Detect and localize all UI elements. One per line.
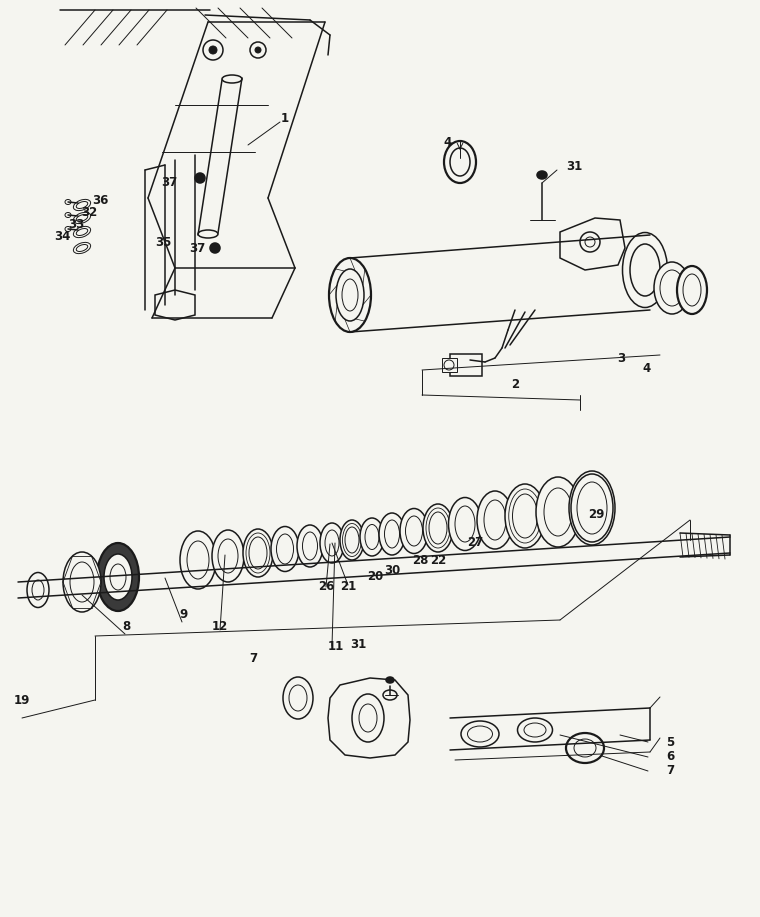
- Ellipse shape: [677, 266, 707, 314]
- Ellipse shape: [505, 484, 545, 548]
- Ellipse shape: [329, 258, 371, 332]
- Text: 37: 37: [189, 241, 205, 255]
- Ellipse shape: [320, 523, 344, 563]
- Text: 12: 12: [212, 620, 228, 633]
- Text: 34: 34: [54, 230, 70, 244]
- Text: 22: 22: [430, 554, 446, 567]
- Circle shape: [255, 47, 261, 53]
- Circle shape: [209, 46, 217, 54]
- Polygon shape: [155, 290, 195, 320]
- Text: 19: 19: [14, 693, 30, 706]
- Text: 7: 7: [666, 765, 674, 778]
- Text: 30: 30: [384, 564, 400, 577]
- Ellipse shape: [518, 718, 553, 742]
- Text: 31: 31: [566, 160, 582, 173]
- Circle shape: [195, 173, 205, 183]
- Text: 21: 21: [340, 580, 356, 592]
- Ellipse shape: [566, 733, 604, 763]
- Text: 1: 1: [281, 112, 289, 125]
- Bar: [450, 354, 482, 376]
- Ellipse shape: [448, 498, 482, 550]
- Ellipse shape: [400, 509, 428, 554]
- Text: 3: 3: [617, 351, 625, 364]
- Ellipse shape: [537, 171, 547, 179]
- Text: 11: 11: [328, 640, 344, 654]
- Ellipse shape: [104, 554, 132, 600]
- Text: 20: 20: [367, 570, 383, 583]
- Text: 35: 35: [155, 237, 171, 249]
- Ellipse shape: [383, 690, 397, 700]
- Ellipse shape: [477, 491, 513, 549]
- Text: 27: 27: [467, 536, 483, 549]
- Ellipse shape: [27, 572, 49, 607]
- Text: 2: 2: [511, 379, 519, 392]
- Circle shape: [580, 232, 600, 252]
- Text: 6: 6: [666, 750, 674, 764]
- Bar: [442, 358, 457, 372]
- Ellipse shape: [386, 677, 394, 683]
- Text: 4: 4: [643, 361, 651, 374]
- Ellipse shape: [243, 529, 273, 577]
- Text: 7: 7: [249, 653, 257, 666]
- Ellipse shape: [569, 471, 615, 545]
- Ellipse shape: [97, 543, 139, 611]
- Ellipse shape: [180, 531, 216, 589]
- Ellipse shape: [622, 233, 667, 307]
- Ellipse shape: [297, 525, 323, 567]
- Circle shape: [210, 243, 220, 253]
- Text: 29: 29: [587, 507, 604, 521]
- Text: 9: 9: [179, 607, 187, 621]
- Ellipse shape: [379, 513, 405, 555]
- Circle shape: [203, 40, 223, 60]
- Ellipse shape: [283, 677, 313, 719]
- Polygon shape: [328, 678, 410, 758]
- Text: 4: 4: [444, 136, 452, 149]
- Text: 36: 36: [92, 193, 108, 206]
- Ellipse shape: [360, 518, 384, 556]
- Ellipse shape: [536, 477, 580, 547]
- Text: 37: 37: [161, 175, 177, 189]
- Text: 8: 8: [122, 620, 130, 633]
- Text: 32: 32: [81, 205, 97, 218]
- Ellipse shape: [340, 520, 364, 560]
- Ellipse shape: [63, 552, 101, 612]
- Ellipse shape: [461, 721, 499, 747]
- Text: 5: 5: [666, 735, 674, 748]
- Polygon shape: [560, 218, 625, 270]
- Ellipse shape: [212, 530, 244, 582]
- Text: 28: 28: [412, 554, 428, 567]
- Text: 26: 26: [318, 580, 334, 592]
- Text: 33: 33: [68, 217, 84, 230]
- Ellipse shape: [271, 526, 299, 571]
- Ellipse shape: [654, 262, 690, 314]
- Ellipse shape: [423, 504, 453, 552]
- Circle shape: [250, 42, 266, 58]
- Text: 31: 31: [350, 638, 366, 651]
